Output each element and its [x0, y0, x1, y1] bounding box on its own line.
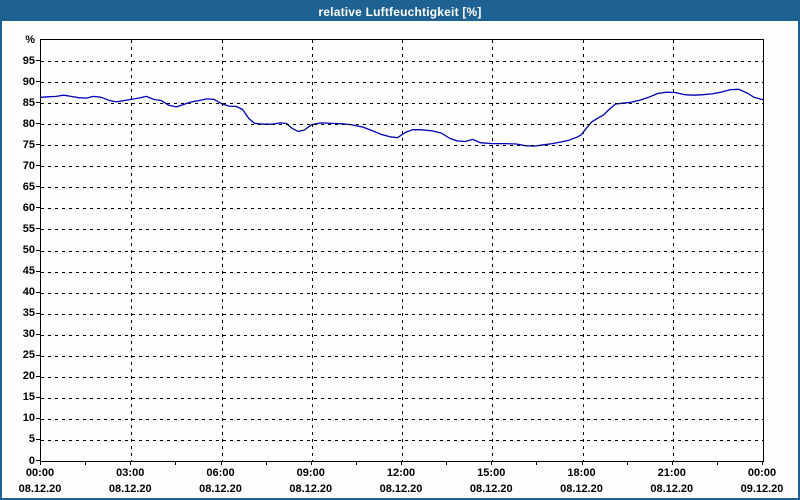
y-tick-label: 65	[22, 180, 35, 193]
x-tick-time-label: 09:00	[296, 467, 325, 479]
y-tick-label: 55	[22, 222, 35, 235]
x-tick-mark	[175, 461, 177, 465]
y-tick-label: 80	[22, 117, 35, 130]
y-tick-label: 15	[22, 391, 35, 404]
x-gridline	[672, 40, 674, 461]
y-tick-mark	[36, 312, 40, 314]
x-gridline	[492, 40, 494, 461]
y-tick-mark	[36, 460, 40, 461]
y-tick-mark	[36, 270, 40, 272]
x-gridline	[311, 40, 313, 461]
x-tick-mark	[40, 461, 41, 465]
y-tick-label: 10	[22, 412, 35, 425]
x-tick-mark	[401, 461, 402, 465]
x-tick-time-label: 18:00	[567, 467, 596, 479]
y-tick-label: 5	[28, 433, 35, 446]
x-tick-mark	[355, 461, 357, 465]
y-tick-label: 45	[22, 265, 35, 278]
x-gridline	[582, 40, 584, 461]
x-tick-mark	[671, 461, 673, 465]
y-tick-label: 25	[22, 349, 35, 362]
y-tick-mark	[36, 396, 40, 398]
x-tick-mark	[536, 461, 538, 465]
x-tick-mark	[310, 461, 312, 465]
y-tick-mark	[36, 144, 40, 146]
x-tick-date-label: 08.12.20	[560, 483, 603, 495]
chart-title: relative Luftfeuchtigkeit [%]	[318, 4, 482, 19]
y-tick-label: 50	[22, 244, 35, 256]
x-tick-mark	[716, 461, 718, 465]
x-tick-time-label: 21:00	[657, 467, 686, 479]
x-tick-mark	[446, 461, 448, 465]
y-tick-mark	[36, 375, 40, 377]
title-bar: relative Luftfeuchtigkeit [%]	[2, 2, 798, 21]
y-tick-mark	[36, 249, 40, 251]
x-gridline	[221, 40, 223, 461]
y-tick-mark	[36, 165, 40, 167]
y-tick-mark	[36, 438, 40, 440]
x-tick-mark	[85, 461, 87, 465]
x-tick-mark	[220, 461, 222, 465]
x-tick-date-label: 08.12.20	[469, 483, 513, 495]
x-tick-date-label: 08.12.20	[18, 483, 62, 495]
y-tick-mark	[36, 207, 40, 209]
y-tick-label: 40	[22, 286, 35, 299]
humidity-series-line	[40, 88, 764, 147]
y-tick-label: 90	[22, 75, 35, 88]
x-tick-time-label: 00:00	[747, 467, 777, 479]
y-tick-mark	[36, 102, 40, 104]
x-tick-date-label: 09.12.20	[740, 483, 784, 495]
y-tick-mark	[36, 123, 40, 125]
x-tick-time-label: 12:00	[386, 467, 416, 479]
y-tick-mark	[36, 81, 40, 83]
y-tick-label: 20	[22, 370, 35, 383]
x-tick-date-label: 08.12.20	[289, 483, 333, 495]
y-tick-label: 0	[28, 454, 35, 467]
x-tick-date-label: 08.12.20	[199, 483, 242, 495]
x-tick-mark	[265, 461, 267, 465]
y-tick-mark	[36, 333, 40, 335]
x-gridline	[402, 40, 403, 461]
x-tick-date-label: 08.12.20	[650, 483, 694, 495]
y-tick-mark	[36, 186, 40, 188]
x-tick-mark	[581, 461, 583, 465]
y-axis-unit-label: %	[25, 34, 35, 46]
y-tick-mark	[36, 228, 40, 230]
x-tick-mark	[491, 461, 493, 465]
y-tick-label: 30	[22, 328, 35, 341]
y-tick-label: 75	[22, 138, 35, 151]
x-tick-mark	[130, 461, 132, 465]
x-gridline	[131, 40, 133, 461]
y-tick-mark	[36, 417, 40, 419]
y-tick-mark	[36, 354, 40, 356]
x-tick-time-label: 06:00	[206, 467, 235, 479]
y-tick-label: 85	[22, 96, 35, 109]
plot-area	[40, 39, 764, 462]
x-tick-mark	[626, 461, 628, 465]
x-tick-time-label: 03:00	[116, 467, 145, 479]
x-tick-date-label: 08.12.20	[108, 483, 152, 495]
y-tick-mark	[36, 291, 40, 293]
y-tick-mark	[36, 60, 40, 62]
y-tick-label: 70	[22, 159, 35, 172]
x-tick-mark	[762, 461, 763, 465]
y-tick-label: 95	[22, 54, 35, 67]
humidity-line-chart	[40, 88, 764, 147]
x-tick-time-label: 15:00	[477, 467, 506, 479]
y-tick-label: 60	[22, 201, 35, 214]
x-tick-time-label: 00:00	[25, 467, 55, 479]
x-tick-date-label: 08.12.20	[379, 483, 423, 495]
y-tick-label: 35	[22, 307, 35, 320]
